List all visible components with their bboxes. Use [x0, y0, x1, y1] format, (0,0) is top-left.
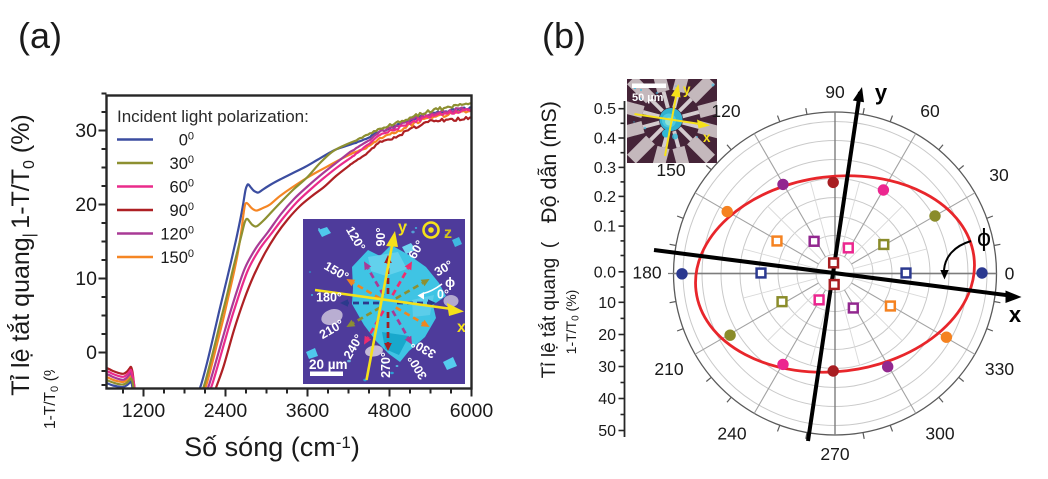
svg-text:600: 600	[170, 178, 194, 197]
svg-text:120: 120	[711, 101, 740, 121]
svg-text:210: 210	[654, 359, 683, 379]
svg-text:3600: 3600	[286, 400, 330, 422]
svg-text:1200: 1200	[160, 225, 194, 244]
svg-text:900: 900	[170, 201, 194, 220]
svg-text:ϕ: ϕ	[445, 275, 455, 290]
svg-text:6000: 6000	[450, 400, 494, 422]
svg-text:240: 240	[717, 424, 746, 444]
svg-text:0.0: 0.0	[594, 264, 616, 281]
svg-text:Tỉ lệ tắt quang: Tỉ lệ tắt quang	[538, 258, 560, 378]
svg-text:00: 00	[179, 131, 194, 150]
svg-text:y: y	[398, 219, 407, 236]
svg-text:60: 60	[920, 101, 940, 121]
svg-text:180°: 180°	[316, 290, 342, 304]
svg-text:0.5: 0.5	[594, 101, 616, 118]
svg-text:0.2: 0.2	[594, 189, 616, 206]
svg-text:(a): (a)	[18, 15, 62, 56]
svg-text:20: 20	[75, 194, 97, 216]
svg-text:(: (	[539, 241, 560, 248]
svg-text:50 µm: 50 µm	[632, 92, 664, 104]
svg-text:ϕ: ϕ	[977, 224, 991, 252]
svg-text:30: 30	[75, 120, 97, 142]
svg-text:4800: 4800	[368, 400, 412, 422]
svg-text:1200: 1200	[122, 400, 166, 422]
svg-text:0: 0	[1005, 264, 1015, 284]
svg-text:20 µm: 20 µm	[309, 357, 348, 372]
svg-text:150: 150	[656, 160, 685, 180]
svg-text:1-T/T0 (%): 1-T/T0 (%)	[42, 357, 61, 429]
svg-text:2400: 2400	[204, 400, 248, 422]
svg-text:0°: 0°	[437, 287, 449, 301]
svg-text:30: 30	[989, 165, 1009, 185]
svg-text:300: 300	[925, 424, 954, 444]
svg-text:x: x	[703, 130, 711, 145]
svg-text:z: z	[444, 225, 452, 242]
svg-text:90: 90	[825, 82, 845, 102]
svg-text:y: y	[683, 82, 691, 97]
svg-text:330: 330	[985, 359, 1014, 379]
svg-text:1500: 1500	[160, 248, 194, 267]
svg-text:y: y	[875, 80, 888, 105]
svg-text:Độ dẫn (mS): Độ dẫn (mS)	[536, 101, 561, 223]
svg-text:40: 40	[598, 391, 616, 408]
svg-text:10: 10	[75, 268, 97, 290]
svg-text:50: 50	[598, 423, 616, 440]
svg-text:300: 300	[170, 154, 194, 173]
svg-text:Incident light polarization:: Incident light polarization:	[117, 107, 309, 126]
svg-text:x: x	[457, 319, 466, 336]
svg-text:20: 20	[598, 327, 616, 344]
svg-text:90°: 90°	[374, 228, 388, 247]
svg-text:Số sóng (cm-1): Số sóng (cm-1)	[184, 432, 360, 462]
svg-text:30: 30	[598, 359, 616, 376]
svg-text:Tỉ lệ tắt quang| 1-T/T0 (%): Tỉ lệ tắt quang| 1-T/T0 (%)	[6, 114, 38, 396]
svg-text:(b): (b)	[542, 15, 586, 56]
svg-text:1-T/T0 (%): 1-T/T0 (%)	[563, 290, 582, 355]
svg-text:0.4: 0.4	[594, 131, 616, 148]
svg-text:0.3: 0.3	[594, 160, 616, 177]
svg-text:10: 10	[598, 295, 616, 312]
svg-text:180: 180	[632, 263, 661, 283]
svg-text:270: 270	[820, 444, 849, 464]
svg-text:0.1: 0.1	[594, 219, 616, 236]
svg-text:0: 0	[86, 342, 97, 364]
svg-text:270°: 270°	[379, 352, 393, 378]
svg-text:x: x	[1009, 302, 1022, 327]
